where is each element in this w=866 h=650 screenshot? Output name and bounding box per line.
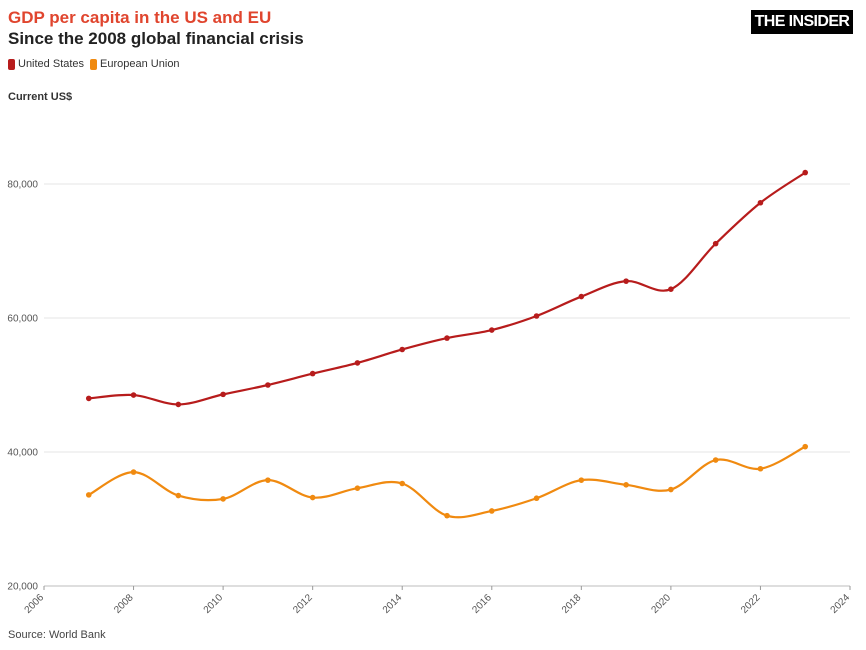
series-line-us [88,171,806,406]
data-point-eu[interactable] [578,477,585,483]
data-point-us[interactable] [623,278,629,284]
data-point-eu[interactable] [309,494,316,501]
y-tick-label: 60,000 [7,314,38,325]
source-note: Source: World Bank [8,629,106,641]
data-point-us[interactable] [354,360,361,366]
data-point-eu[interactable] [757,465,764,472]
data-point-eu[interactable] [712,457,719,463]
data-point-eu[interactable] [488,508,495,514]
data-point-us[interactable] [175,401,182,408]
data-point-eu[interactable] [399,480,406,487]
x-tick-label: 2008 [112,592,136,616]
data-point-us[interactable] [265,382,271,388]
chart-subtitle: Since the 2008 global financial crisis [8,29,304,48]
chart-legend: United States European Union [8,58,182,70]
data-point-us[interactable] [130,392,137,398]
data-point-eu[interactable] [623,482,629,488]
data-point-us[interactable] [488,327,495,333]
data-point-us[interactable] [757,199,764,206]
data-point-eu[interactable] [444,512,450,519]
y-tick-label: 20,000 [7,582,38,593]
y-tick-label: 40,000 [7,448,38,459]
brand-logo[interactable]: THE INSIDER [751,10,853,34]
legend-swatch-us [8,58,15,70]
data-point-us[interactable] [399,346,406,353]
data-point-us[interactable] [309,370,316,377]
x-tick-label: 2018 [560,592,584,616]
data-point-us[interactable] [220,391,226,398]
legend-item-us[interactable]: United States [8,58,84,70]
legend-item-eu[interactable]: European Union [90,58,180,70]
data-point-eu[interactable] [130,469,137,475]
data-point-eu[interactable] [220,496,226,502]
data-point-eu[interactable] [802,443,809,450]
data-point-eu[interactable] [354,485,361,491]
data-point-eu[interactable] [265,477,271,483]
data-point-us[interactable] [533,313,540,319]
x-tick-label: 2012 [291,592,315,616]
y-axis-label: Current US$ [8,91,73,103]
data-point-eu[interactable] [533,495,540,502]
data-point-us[interactable] [85,395,92,402]
x-tick-label: 2016 [470,592,494,616]
series-line-eu [88,445,806,519]
x-tick-label: 2020 [649,592,673,616]
legend-label-us: United States [18,58,85,70]
legend-label-eu: European Union [100,58,180,70]
data-point-us[interactable] [802,169,809,176]
x-tick-label: 2022 [739,592,763,616]
chart-title: GDP per capita in the US and EU [8,8,272,27]
data-point-eu[interactable] [85,492,92,498]
x-tick-label: 2024 [829,592,853,616]
data-point-eu[interactable] [668,486,674,493]
y-tick-label: 80,000 [7,180,38,191]
data-point-eu[interactable] [175,492,182,499]
data-point-us[interactable] [444,335,450,341]
data-point-us[interactable] [578,293,585,300]
x-tick-label: 2014 [381,592,405,616]
data-point-us[interactable] [668,286,674,292]
x-tick-label: 2006 [23,592,47,616]
legend-swatch-eu [90,58,98,70]
x-tick-label: 2010 [202,592,226,616]
data-point-us[interactable] [712,240,719,247]
